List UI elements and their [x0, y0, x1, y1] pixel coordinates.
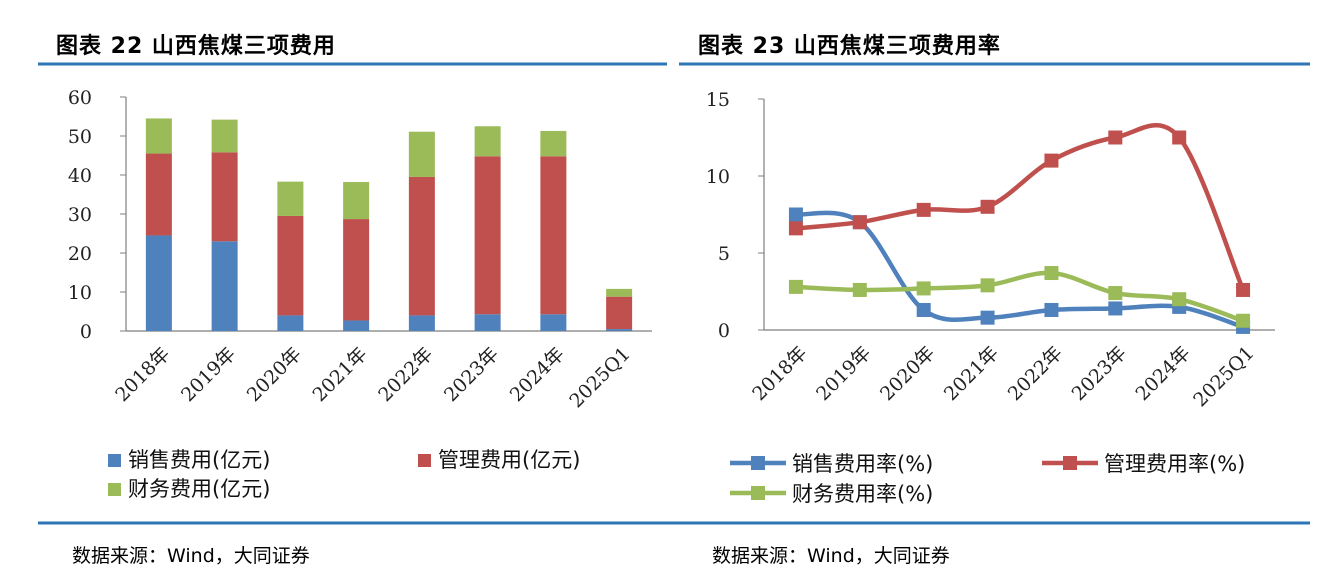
bar-segment-3: [145, 118, 172, 154]
bar-segment-2: [474, 156, 501, 315]
right-y-tick-label: 15: [706, 89, 730, 111]
series-marker-2: [980, 199, 995, 214]
bar-segment-3: [540, 130, 567, 157]
bar-segment-2: [540, 156, 567, 315]
right-x-tick-label: 2020年: [876, 342, 939, 405]
bar-segment-1: [343, 320, 370, 331]
series-marker-3: [1172, 292, 1187, 307]
bar-segment-3: [408, 131, 435, 177]
bar-segment-1: [277, 315, 304, 331]
series-marker-1: [1044, 302, 1059, 317]
series-marker-2: [1108, 130, 1123, 145]
right-chart-title: 图表 23 山西焦煤三项费用率: [698, 34, 1001, 59]
series-marker-2: [852, 215, 867, 230]
left-y-tick-label: 10: [68, 282, 92, 304]
bar-segment-1: [606, 329, 633, 331]
series-marker-2: [916, 202, 931, 217]
series-marker-3: [1108, 286, 1123, 301]
bar-segment-3: [606, 288, 633, 297]
left-x-tick-label: 2018年: [111, 343, 174, 406]
series-marker-2: [1044, 153, 1059, 168]
right-legend-label: 销售费用率(%): [792, 452, 933, 476]
left-y-tick-label: 50: [68, 126, 92, 148]
series-marker-3: [852, 282, 867, 297]
series-marker-1: [1108, 301, 1123, 316]
left-legend-swatch: [108, 483, 121, 496]
series-marker-3: [788, 279, 803, 294]
bar-segment-1: [540, 314, 567, 331]
left-y-tick-label: 20: [68, 243, 92, 265]
right-legend-marker: [1063, 456, 1077, 470]
series-marker-3: [916, 281, 931, 296]
left-x-tick-label: 2023年: [440, 343, 503, 406]
right-x-tick-label: 2024年: [1132, 342, 1195, 405]
series-marker-2: [1236, 282, 1251, 297]
bar-segment-3: [343, 182, 370, 220]
series-line-2: [795, 123, 1246, 291]
series-marker-3: [1236, 313, 1251, 328]
right-x-tick-label: 2018年: [748, 342, 811, 405]
right-source-note: 数据来源：Wind，大同证券: [712, 545, 950, 567]
right-y-tick-label: 0: [718, 320, 730, 342]
series-marker-2: [788, 221, 803, 236]
right-legend-marker: [751, 456, 765, 470]
series-marker-3: [980, 278, 995, 293]
left-x-tick-label: 2021年: [308, 343, 371, 406]
left-legend-label: 管理费用(亿元): [438, 448, 580, 472]
series-marker-2: [1172, 130, 1187, 145]
bar-segment-1: [211, 241, 238, 331]
bar-segment-1: [408, 315, 435, 331]
bar-segment-2: [211, 152, 238, 242]
right-x-tick-label: 2025Q1: [1189, 342, 1258, 411]
left-x-tick-label: 2019年: [177, 343, 240, 406]
series-marker-1: [980, 310, 995, 325]
bar-segment-2: [277, 215, 304, 316]
bar-segment-2: [343, 219, 370, 321]
right-x-tick-label: 2019年: [812, 342, 875, 405]
series-marker-3: [1044, 266, 1059, 281]
right-x-tick-label: 2022年: [1004, 342, 1067, 405]
bar-segment-3: [211, 119, 238, 153]
left-legend-label: 财务费用(亿元): [128, 477, 270, 501]
bar-segment-3: [474, 126, 501, 157]
bar-segment-1: [145, 235, 172, 331]
bar-segment-2: [145, 153, 172, 236]
left-chart-title: 图表 22 山西焦煤三项费用: [56, 34, 336, 59]
left-x-tick-label: 2024年: [506, 343, 569, 406]
left-y-tick-label: 40: [68, 165, 92, 187]
right-legend-label: 管理费用率(%): [1104, 452, 1245, 476]
series-marker-1: [788, 207, 803, 222]
right-legend-marker: [751, 486, 765, 500]
left-x-tick-label: 2022年: [374, 343, 437, 406]
right-y-tick-label: 5: [718, 243, 730, 265]
right-legend-label: 财务费用率(%): [792, 482, 933, 506]
right-y-tick-label: 10: [706, 166, 730, 188]
right-x-tick-label: 2023年: [1068, 342, 1131, 405]
left-legend-swatch: [108, 454, 121, 467]
left-x-tick-label: 2020年: [243, 343, 306, 406]
left-legend-swatch: [418, 454, 431, 467]
right-x-tick-label: 2021年: [940, 342, 1003, 405]
bar-segment-2: [606, 296, 633, 330]
bar-segment-1: [474, 314, 501, 331]
left-y-tick-label: 60: [68, 87, 92, 109]
bar-segment-2: [408, 176, 435, 316]
left-legend-label: 销售费用(亿元): [128, 448, 270, 472]
left-y-tick-label: 0: [80, 321, 92, 343]
line-chart: 0 5 10 15 2018年 2019年 2020年 2021年 2022年 2023年 2024…: [706, 89, 1275, 506]
series-marker-1: [916, 302, 931, 317]
left-x-tick-label: 2025Q1: [565, 343, 634, 412]
bar-segment-3: [277, 181, 304, 216]
left-source-note: 数据来源：Wind，大同证券: [72, 545, 310, 567]
left-y-tick-label: 30: [68, 204, 92, 226]
